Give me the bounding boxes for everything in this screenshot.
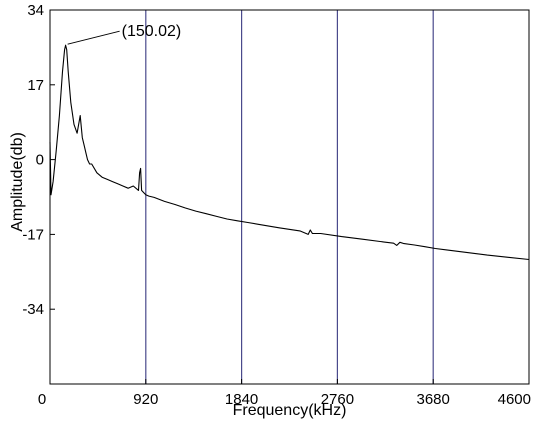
y-tick-label: 34 xyxy=(27,2,44,19)
x-tick-label: 0 xyxy=(38,391,46,408)
y-tick-label: -17 xyxy=(22,226,44,243)
x-tick-label: 920 xyxy=(133,391,158,408)
x-axis-ticks: 0 920 1840 2760 3680 4600 xyxy=(38,379,531,408)
y-tick-label: 17 xyxy=(27,77,44,94)
y-tick-label: -34 xyxy=(22,301,44,318)
y-tick-label: 0 xyxy=(36,152,44,169)
x-axis-title: Frequency(kHz) xyxy=(233,402,347,419)
x-tick-label: 2760 xyxy=(321,391,354,408)
amplitude-series-line xyxy=(49,44,530,261)
peak-annotation-leader xyxy=(67,30,120,45)
plot-frame xyxy=(49,9,530,385)
y-axis-title: Amplitude(db) xyxy=(9,132,26,232)
x-tick-label: 1840 xyxy=(225,391,258,408)
y-axis-ticks: 34 17 0 -17 -34 xyxy=(22,2,55,318)
x-tick-label: 4600 xyxy=(498,391,531,408)
x-tick-label: 3680 xyxy=(417,391,450,408)
peak-annotation-label: (150.02) xyxy=(122,23,182,40)
vertical-grid-lines xyxy=(145,10,434,384)
